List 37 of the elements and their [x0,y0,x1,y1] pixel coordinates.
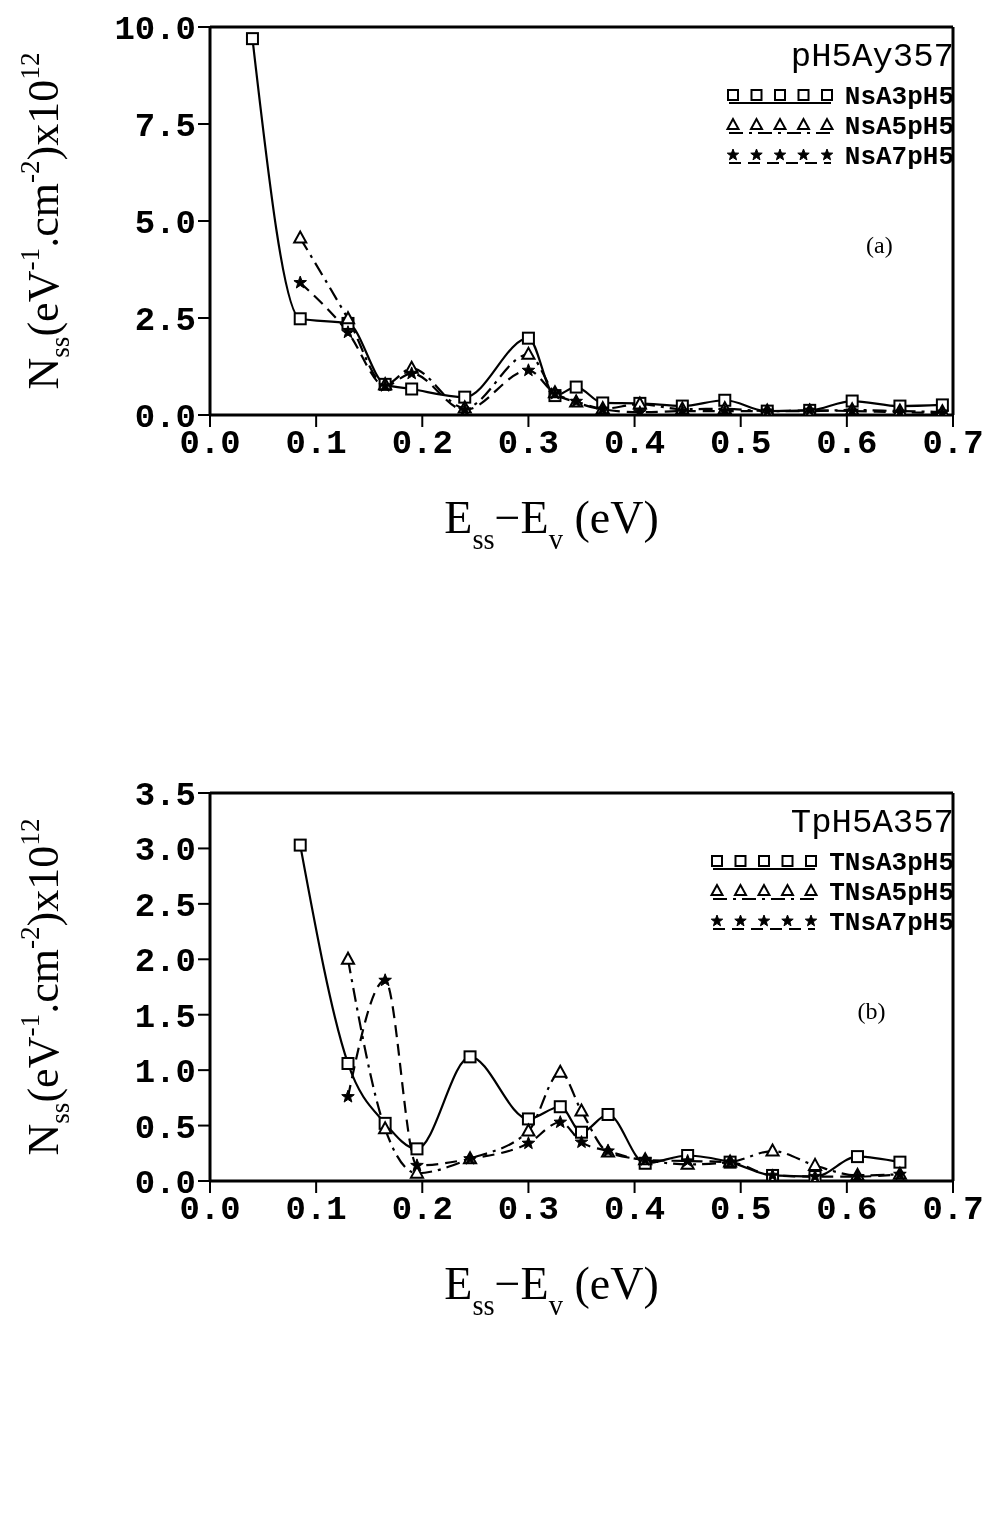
x-tick-label: 0.6 [816,425,878,464]
y-tick-label: 3.5 [134,777,196,816]
annotation: (a) [865,232,894,259]
x-tick-label: 0.1 [285,1191,347,1230]
x-tick-label: 0.2 [391,1191,453,1230]
y-tick-label: 1.0 [134,1054,196,1093]
legend-title: pH5Ay357 [789,38,954,76]
x-tick-label: 0.6 [816,1191,878,1230]
y-tick-label: 3.0 [134,832,196,871]
x-tick-label: 0.1 [285,425,347,464]
x-tick-label: 0.3 [497,1191,560,1230]
annotation: (b) [856,998,887,1025]
y-tick-label: 2.5 [134,887,196,926]
x-axis-title: E$_{ss}$−E$_{v}$ (eV) [444,1258,659,1321]
y-tick-label: 7.5 [134,108,196,147]
x-tick-label: 0.2 [391,425,453,464]
x-tick-label: 0.5 [710,425,772,464]
x-tick-label: 0.4 [603,425,666,464]
x-axis-title: E$_{ss}$−E$_{v}$ (eV) [444,492,659,555]
legend-label: NsA3pH5 [844,82,954,112]
y-tick-label: 5.0 [134,205,196,244]
legend-label: NsA7pH5 [844,142,954,172]
y-tick-label: 0.5 [134,1109,196,1148]
legend-label: TNsA7pH5 [829,908,954,938]
x-tick-label: 0.4 [603,1191,666,1230]
legend-label: NsA5pH5 [844,112,954,142]
y-tick-label: 1.5 [134,998,196,1037]
legend-label: TNsA3pH5 [829,848,954,878]
legend-title: TpH5A357 [789,804,954,842]
y-tick-label: 2.0 [134,943,196,982]
x-tick-label: 0.7 [922,425,984,464]
y-tick-label: 2.5 [134,302,196,341]
legend-label: TNsA5pH5 [829,878,954,908]
x-tick-label: 0.7 [922,1191,984,1230]
x-tick-label: 0.3 [497,425,560,464]
y-tick-label: 10.0 [114,11,196,50]
x-tick-label: 0.5 [710,1191,772,1230]
